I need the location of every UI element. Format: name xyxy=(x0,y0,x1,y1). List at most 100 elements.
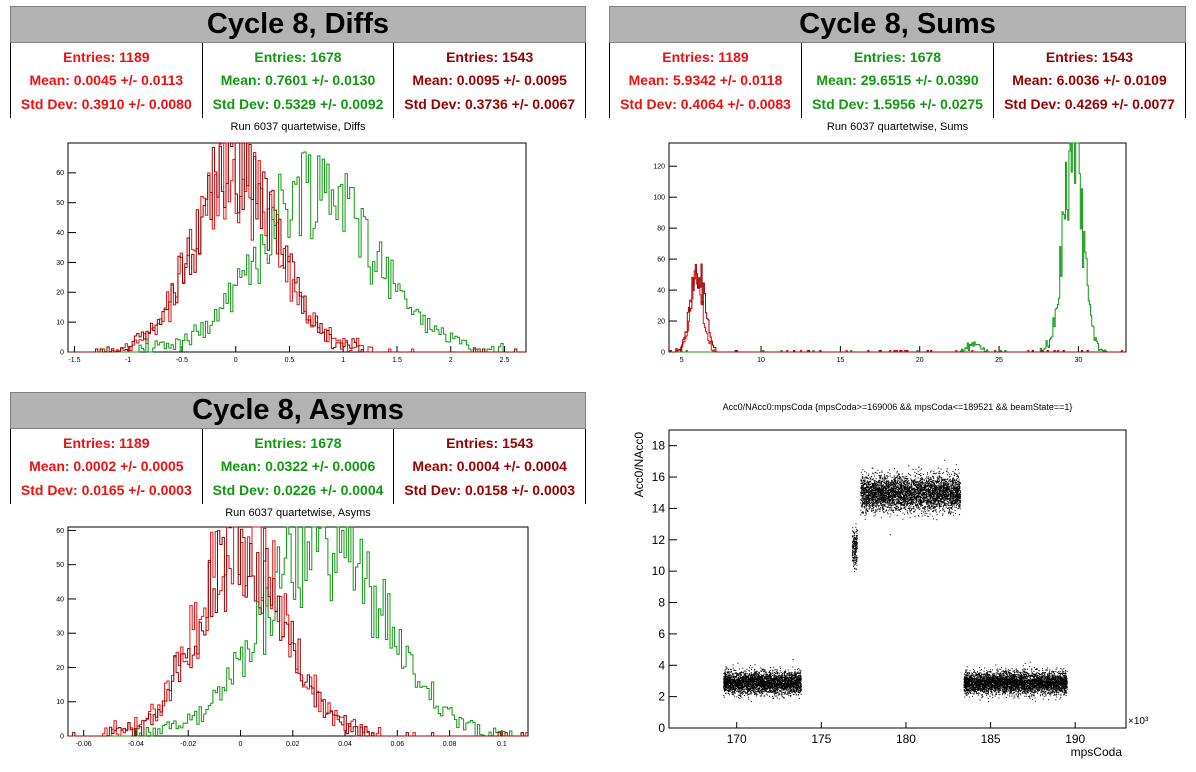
x-tick-label: 20 xyxy=(916,357,924,364)
x-tick-label: -1 xyxy=(125,357,131,364)
sums-stats: Entries: 1189 Mean: 5.9342 +/- 0.0118 St… xyxy=(609,43,1186,118)
x-tick-label: -0.5 xyxy=(176,357,188,364)
std-label: Std Dev: 0.5329 +/- 0.0092 xyxy=(212,96,384,113)
y-tick-label: 40 xyxy=(56,596,64,603)
histogram-series xyxy=(68,151,526,353)
x-tick-label: 0.08 xyxy=(443,741,457,748)
histogram-series xyxy=(68,526,528,737)
x-tick-label: 15 xyxy=(836,357,844,364)
std-label: Std Dev: 0.3910 +/- 0.0080 xyxy=(20,96,192,113)
mean-label: Mean: 0.7601 +/- 0.0130 xyxy=(220,72,376,89)
y-tick-label: 8 xyxy=(658,596,665,610)
histogram-series xyxy=(68,526,528,737)
y-tick-label: 16 xyxy=(652,470,666,484)
stats-col: Entries: 1543 Mean: 0.0004 +/- 0.0004 St… xyxy=(393,429,585,504)
std-label: Std Dev: 1.5956 +/- 0.0275 xyxy=(812,96,983,113)
x-tick-label: -0.06 xyxy=(76,741,92,748)
histogram-series xyxy=(669,142,1126,353)
std-label: Std Dev: 0.4064 +/- 0.0083 xyxy=(620,96,791,113)
diffs-title: Cycle 8, Diffs xyxy=(10,6,586,43)
y-tick-label: 30 xyxy=(56,631,64,638)
x-tick-label: 175 xyxy=(811,732,831,746)
x-axis-label: mpsCoda xyxy=(1071,745,1123,759)
y-tick-label: 10 xyxy=(56,319,64,326)
y-tick-label: 40 xyxy=(657,287,665,294)
x-tick-label: 190 xyxy=(1065,732,1085,746)
entries-label: Entries: 1543 xyxy=(446,434,534,451)
mean-label: Mean: 5.9342 +/- 0.0118 xyxy=(628,72,783,89)
x-tick-label: 0.1 xyxy=(497,741,507,748)
x-axis-exponent: ×10³ xyxy=(1128,716,1149,727)
x-tick-label: 5 xyxy=(680,357,684,364)
entries-label: Entries: 1189 xyxy=(63,48,150,65)
diffs-stats: Entries: 1189 Mean: 0.0045 +/- 0.0113 St… xyxy=(10,43,586,118)
histogram-series xyxy=(68,142,526,353)
scatter-points xyxy=(723,459,1068,703)
y-tick-label: 0 xyxy=(60,733,64,740)
histogram-series xyxy=(669,269,1126,353)
mean-label: Mean: 0.0322 +/- 0.0006 xyxy=(220,458,376,475)
std-label: Std Dev: 0.0165 +/- 0.0003 xyxy=(20,482,192,499)
sums-title: Cycle 8, Sums xyxy=(609,6,1186,43)
y-tick-label: 60 xyxy=(657,256,665,263)
histogram-series xyxy=(669,263,1126,353)
stats-col: Entries: 1543 Mean: 0.0095 +/- 0.0095 St… xyxy=(393,43,585,118)
x-tick-label: 30 xyxy=(1074,357,1082,364)
y-tick-label: 50 xyxy=(56,200,64,207)
x-tick-label: 0 xyxy=(239,741,243,748)
stats-col: Entries: 1543 Mean: 6.0036 +/- 0.0109 St… xyxy=(993,43,1185,118)
y-tick-label: 60 xyxy=(56,170,64,177)
std-label: Std Dev: 0.0226 +/- 0.0004 xyxy=(212,482,384,499)
y-tick-label: 30 xyxy=(56,260,64,267)
mean-label: Mean: 0.0095 +/- 0.0095 xyxy=(412,72,567,89)
stats-col: Entries: 1189 Mean: 0.0002 +/- 0.0005 St… xyxy=(11,429,202,504)
stats-col: Entries: 1678 Mean: 0.7601 +/- 0.0130 St… xyxy=(201,43,394,118)
mean-label: Mean: 0.0045 +/- 0.0113 xyxy=(29,72,184,89)
y-tick-label: 14 xyxy=(652,501,666,515)
x-tick-label: 10 xyxy=(757,357,765,364)
entries-label: Entries: 1678 xyxy=(254,434,342,451)
x-tick-label: 0.04 xyxy=(338,741,352,748)
entries-label: Entries: 1189 xyxy=(662,48,749,65)
sums-subtitle: Run 6037 quartetwise, Sums xyxy=(826,121,969,133)
stats-col: Entries: 1189 Mean: 5.9342 +/- 0.0118 St… xyxy=(610,43,801,118)
y-tick-label: 50 xyxy=(56,562,64,569)
x-tick-label: 185 xyxy=(981,732,1001,746)
y-tick-label: 12 xyxy=(652,533,666,547)
y-tick-label: 80 xyxy=(657,225,665,232)
x-tick-label: -0.04 xyxy=(128,741,144,748)
y-tick-label: 0 xyxy=(60,349,64,356)
y-tick-label: 6 xyxy=(658,627,665,641)
asyms-stats: Entries: 1189 Mean: 0.0002 +/- 0.0005 St… xyxy=(10,429,586,504)
plot-frame xyxy=(668,142,1127,353)
histogram-series xyxy=(68,142,526,353)
asyms-subtitle: Run 6037 quartetwise, Asyms xyxy=(225,507,371,519)
y-tick-label: 40 xyxy=(56,230,64,237)
y-axis-label: Acc0/NAcc0 xyxy=(632,432,646,498)
y-tick-label: 20 xyxy=(56,290,64,297)
x-tick-label: -1.5 xyxy=(68,357,80,364)
y-tick-label: 100 xyxy=(653,195,665,202)
stats-col: Entries: 1678 Mean: 29.6515 +/- 0.0390 S… xyxy=(801,43,993,118)
entries-label: Entries: 1543 xyxy=(446,48,534,65)
diffs-subtitle: Run 6037 quartetwise, Diffs xyxy=(230,121,366,133)
x-tick-label: 0.02 xyxy=(286,741,300,748)
y-tick-label: 2 xyxy=(658,690,665,704)
mean-label: Mean: 29.6515 +/- 0.0390 xyxy=(816,72,979,89)
y-tick-label: 0 xyxy=(661,349,665,356)
mean-label: Mean: 0.0004 +/- 0.0004 xyxy=(412,458,567,475)
std-label: Std Dev: 0.3736 +/- 0.0067 xyxy=(404,96,576,113)
y-tick-label: 4 xyxy=(658,658,665,672)
mean-label: Mean: 6.0036 +/- 0.0109 xyxy=(1012,72,1167,89)
std-label: Std Dev: 0.0158 +/- 0.0003 xyxy=(404,482,576,499)
stats-col: Entries: 1189 Mean: 0.0045 +/- 0.0113 St… xyxy=(11,43,202,118)
x-tick-label: 0.5 xyxy=(285,357,295,364)
y-tick-label: 120 xyxy=(653,164,665,171)
std-label: Std Dev: 0.4269 +/- 0.0077 xyxy=(1004,96,1175,113)
entries-label: Entries: 1189 xyxy=(63,434,150,451)
x-tick-label: 1.5 xyxy=(392,357,402,364)
mean-label: Mean: 0.0002 +/- 0.0005 xyxy=(29,458,184,475)
stats-col: Entries: 1678 Mean: 0.0322 +/- 0.0006 St… xyxy=(201,429,394,504)
x-tick-label: 0.06 xyxy=(391,741,405,748)
